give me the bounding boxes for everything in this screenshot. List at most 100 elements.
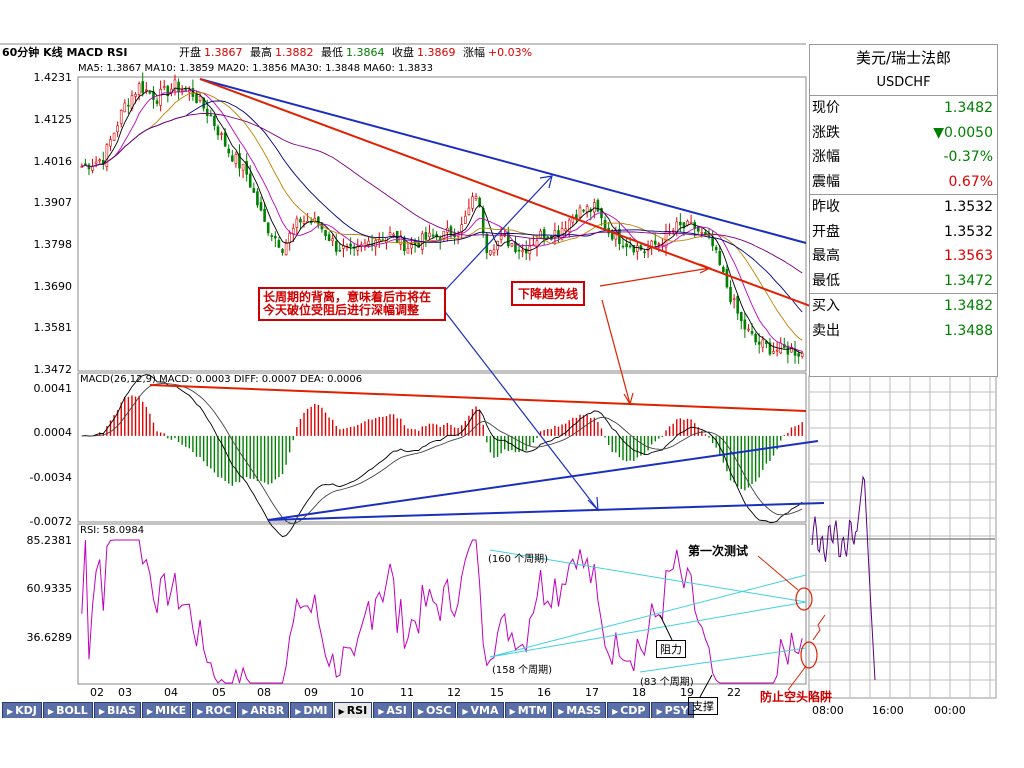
tab-osc[interactable]: ▶ OSC bbox=[412, 702, 457, 718]
period-160-note: (160 个周期) bbox=[488, 554, 549, 565]
candle bbox=[220, 131, 223, 141]
candle bbox=[80, 163, 84, 168]
candle bbox=[381, 231, 385, 242]
candle bbox=[775, 342, 779, 357]
rsi-tick: 85.2381 bbox=[26, 534, 73, 547]
test-circle bbox=[795, 587, 813, 611]
date-tick: 05 bbox=[212, 686, 226, 699]
tab-label: BOLL bbox=[56, 704, 88, 717]
candle bbox=[578, 204, 582, 220]
blue-arrow-down bbox=[435, 299, 599, 511]
tab-cdp[interactable]: ▶ CDP bbox=[607, 702, 651, 718]
ma5-line bbox=[81, 87, 803, 354]
candle bbox=[532, 235, 535, 247]
rsi-cyan-line-3 bbox=[489, 601, 807, 658]
candle bbox=[270, 233, 274, 242]
low-value: 1.3864 bbox=[345, 46, 385, 59]
tab-mtm[interactable]: ▶ MTM bbox=[504, 702, 553, 718]
trend-lines bbox=[149, 78, 849, 698]
tab-vma[interactable]: ▶ VMA bbox=[457, 702, 504, 718]
trap-circle bbox=[800, 641, 818, 669]
ma-readout: MA5: 1.3867 MA10: 1.3859 MA20: 1.3856 MA… bbox=[78, 63, 434, 74]
low-label: 最低 bbox=[320, 46, 343, 59]
resistance-note: 阻力 bbox=[656, 640, 686, 658]
candle bbox=[238, 144, 241, 177]
candle bbox=[718, 245, 722, 266]
candle bbox=[166, 84, 170, 103]
tab-arrow-icon: ▶ bbox=[98, 707, 105, 716]
candle bbox=[291, 223, 295, 243]
candle bbox=[492, 244, 496, 257]
tab-dmi[interactable]: ▶ DMI bbox=[290, 702, 333, 718]
tab-label: MIKE bbox=[155, 704, 187, 717]
quote-row: 现价 1.3482 bbox=[810, 96, 997, 121]
candle bbox=[159, 80, 162, 112]
quote-row-value: 1.3472 bbox=[944, 272, 993, 289]
intraday-grid bbox=[810, 377, 995, 697]
candle bbox=[793, 340, 797, 364]
tab-mike[interactable]: ▶ MIKE bbox=[141, 702, 192, 718]
candle bbox=[327, 231, 331, 242]
tab-roc[interactable]: ▶ ROC bbox=[192, 702, 237, 718]
candle bbox=[263, 202, 266, 222]
tab-kdj[interactable]: ▶ KDJ bbox=[2, 702, 42, 718]
candle bbox=[349, 237, 352, 255]
quote-rows: 现价 1.3482 涨跌 ▼0.0050 涨幅 -0.37% 震幅 0.67% 昨收 1.3532… bbox=[810, 96, 997, 343]
macd-tick: 0.0004 bbox=[33, 426, 73, 439]
quote-row: 涨幅 -0.37% bbox=[810, 145, 997, 170]
candle bbox=[367, 236, 370, 248]
tab-bias[interactable]: ▶ BIAS bbox=[93, 702, 141, 718]
candle bbox=[507, 226, 510, 249]
quote-row: 买入 1.3482 bbox=[810, 293, 997, 319]
candle bbox=[786, 341, 790, 364]
candle bbox=[116, 121, 119, 137]
macd-lines bbox=[81, 374, 803, 538]
candle bbox=[625, 237, 628, 257]
candle bbox=[489, 249, 492, 257]
tab-rsi[interactable]: ▶ RSI bbox=[333, 702, 373, 718]
tab-arrow-icon: ▶ bbox=[7, 707, 14, 716]
tab-arrow-icon: ▶ bbox=[242, 707, 249, 716]
tab-label: PSY bbox=[664, 704, 689, 717]
date-tick: 18 bbox=[632, 686, 646, 699]
date-tick: 11 bbox=[400, 686, 414, 699]
candle bbox=[170, 83, 173, 97]
candle bbox=[98, 158, 102, 164]
quote-row-label: 现价 bbox=[812, 100, 840, 116]
chart-header: 60分钟 K线 MACD RSI 开盘 1.3867 最高 1.3882 最低 1.3… bbox=[2, 44, 532, 62]
time-tick: 16:00 bbox=[872, 704, 904, 717]
candle bbox=[248, 165, 252, 188]
candle bbox=[295, 215, 299, 235]
candle bbox=[478, 196, 481, 208]
tab-psy[interactable]: ▶ PSY bbox=[651, 702, 694, 718]
tab-mass[interactable]: ▶ MASS bbox=[553, 702, 607, 718]
candle bbox=[145, 82, 148, 95]
candle bbox=[711, 230, 714, 252]
candle bbox=[299, 216, 302, 230]
rsi-cyan-line-2 bbox=[489, 574, 807, 658]
divergence-note: 长周期的背离，意味着后市将在今天破位受阻后进行深幅调整 bbox=[258, 287, 446, 321]
quote-row-value: 0.67% bbox=[948, 173, 993, 190]
candle bbox=[101, 151, 105, 170]
candle bbox=[277, 236, 281, 249]
tab-arrow-icon: ▶ bbox=[558, 707, 565, 716]
tab-asi[interactable]: ▶ ASI bbox=[373, 702, 412, 718]
quote-panel: 美元/瑞士法郎 USDCHF 现价 1.3482 涨跌 ▼0.0050 涨幅 -0.37%… bbox=[809, 44, 998, 377]
quote-row-value: 1.3563 bbox=[944, 248, 993, 264]
candle bbox=[725, 265, 729, 289]
quote-row: 涨跌 ▼0.0050 bbox=[810, 121, 997, 146]
date-tick: 22 bbox=[727, 686, 741, 699]
candle bbox=[607, 222, 610, 238]
tab-arbr[interactable]: ▶ ARBR bbox=[237, 702, 290, 718]
resist-leader bbox=[659, 614, 673, 641]
candle bbox=[306, 213, 309, 223]
candle bbox=[542, 226, 546, 246]
candle bbox=[281, 248, 284, 256]
intraday-panel bbox=[808, 375, 997, 699]
quote-row-label: 涨幅 bbox=[812, 149, 840, 165]
candle bbox=[585, 204, 589, 218]
candle bbox=[714, 245, 718, 254]
candle bbox=[732, 294, 736, 309]
candle bbox=[739, 311, 743, 330]
tab-boll[interactable]: ▶ BOLL bbox=[42, 702, 93, 718]
